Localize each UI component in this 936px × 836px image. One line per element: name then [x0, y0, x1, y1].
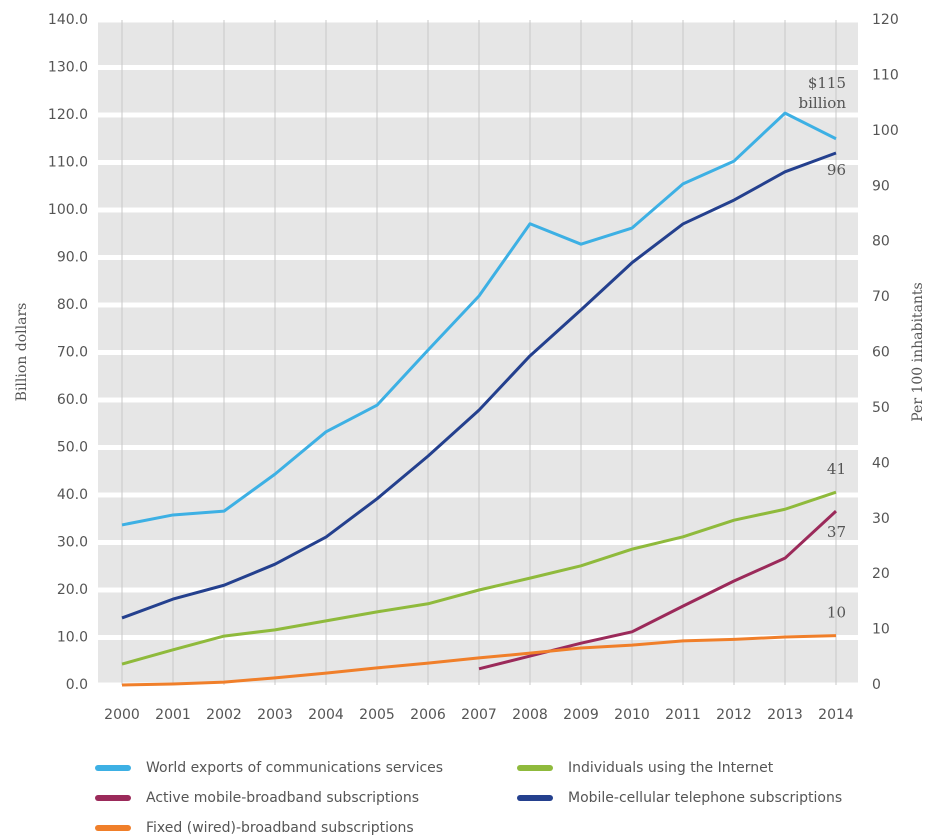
y-tick-label: 20.0 [57, 582, 88, 598]
series-line [121, 490, 837, 666]
y2-tick-label: 70 [872, 289, 890, 305]
y-tick-label: 0.0 [66, 677, 88, 693]
y2-tick-label: 90 [872, 178, 890, 194]
y2-tick-label: 40 [872, 455, 890, 471]
y2-tick-label: 60 [872, 345, 890, 361]
y-tick-label: 30.0 [57, 535, 88, 551]
legend-label: Individuals using the Internet [568, 760, 774, 776]
y2-tick-label: 20 [872, 566, 890, 582]
end-label: 41 [827, 460, 846, 478]
y-tick-label: 40.0 [57, 487, 88, 503]
x-tick-label: 2014 [818, 707, 854, 723]
x-tick-label: 2006 [410, 707, 446, 723]
x-tick-label: 2010 [614, 707, 650, 723]
y-tick-label: 10.0 [57, 630, 88, 646]
y-tick-label: 100.0 [48, 202, 88, 218]
y-axis-label: Billion dollars [14, 303, 30, 402]
x-tick-label: 2012 [716, 707, 752, 723]
y2-tick-label: 80 [872, 234, 890, 250]
series-line [121, 151, 837, 620]
end-label: 96 [827, 161, 846, 179]
end-label: 10 [827, 604, 846, 622]
x-tick-label: 2008 [512, 707, 548, 723]
y-tick-label: 50.0 [57, 440, 88, 456]
end-label: 37 [827, 523, 846, 541]
y-tick-label: 70.0 [57, 345, 88, 361]
legend-label: World exports of communications services [146, 760, 443, 776]
x-tick-label: 2007 [461, 707, 497, 723]
y2-tick-label: 0 [872, 677, 881, 693]
x-tick-label: 2013 [767, 707, 803, 723]
x-tick-label: 2011 [665, 707, 701, 723]
y-tick-label: 110.0 [48, 155, 88, 171]
y2-tick-label: 10 [872, 622, 890, 638]
y2-tick-label: 50 [872, 400, 890, 416]
x-tick-label: 2000 [104, 707, 140, 723]
y-tick-label: 120.0 [48, 107, 88, 123]
x-tick-label: 2009 [563, 707, 599, 723]
y-tick-label: 80.0 [57, 297, 88, 313]
series-line [121, 634, 837, 687]
legend-label: Active mobile-broadband subscriptions [146, 790, 419, 806]
legend-label: Fixed (wired)-broadband subscriptions [146, 820, 414, 836]
x-tick-label: 2005 [359, 707, 395, 723]
x-tick-label: 2002 [206, 707, 242, 723]
y2-tick-label: 30 [872, 511, 890, 527]
y2-tick-label: 100 [872, 123, 899, 139]
x-tick-label: 2004 [308, 707, 344, 723]
x-tick-label: 2003 [257, 707, 293, 723]
y2-tick-label: 110 [872, 67, 899, 83]
series-line [478, 510, 838, 671]
y2-tick-label: 120 [872, 12, 899, 28]
legend-label: Mobile-cellular telephone subscriptions [568, 790, 842, 806]
y2-axis-label: Per 100 inhabitants [910, 282, 926, 422]
end-label: $115 [808, 74, 846, 92]
y-tick-label: 130.0 [48, 60, 88, 76]
y-tick-label: 140.0 [48, 12, 88, 28]
y-tick-label: 90.0 [57, 250, 88, 266]
x-tick-label: 2001 [155, 707, 191, 723]
series-line [121, 111, 837, 527]
y-tick-label: 60.0 [57, 392, 88, 408]
end-label: billion [799, 94, 847, 112]
